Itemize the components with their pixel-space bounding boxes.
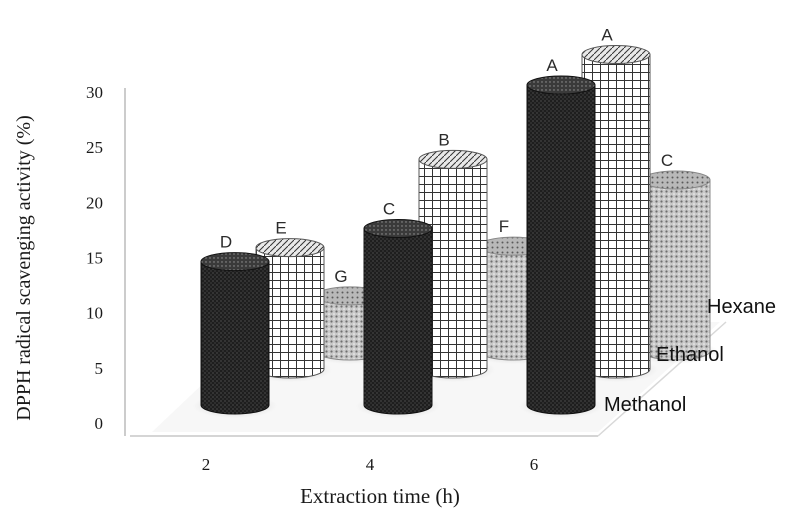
bar-hexane-6: C (634, 151, 718, 364)
y-axis-title: DPPH radical scavenging activity (%) (13, 115, 35, 420)
bar-body (363, 227, 433, 415)
x-axis-ticks: 2 4 6 (202, 455, 539, 474)
bar-top (526, 75, 596, 95)
x-axis-title: Extraction time (h) (300, 484, 460, 508)
bar-body (526, 84, 596, 415)
bar-methanol-2: D (193, 233, 277, 418)
bar-top (363, 218, 433, 238)
bar-methanol-6: A (519, 56, 603, 418)
bar-letter-label: C (661, 151, 673, 170)
y-tick-label: 10 (86, 304, 103, 323)
bar-letter-label: A (546, 56, 558, 75)
bar-letter-label: C (383, 199, 395, 218)
bar-letter-label: D (220, 233, 232, 252)
bar-letter-label: E (275, 219, 286, 238)
series-label-methanol: Methanol (604, 394, 686, 416)
series-label-ethanol: Ethanol (656, 344, 724, 366)
x-tick-label: 4 (366, 455, 375, 474)
bar-top (641, 170, 711, 190)
x-tick-label: 2 (202, 455, 211, 474)
series-labels: Methanol Ethanol Hexane (604, 296, 776, 416)
bars: G F C E B A D C A (193, 26, 718, 418)
y-tick-label: 25 (86, 138, 103, 157)
bar-top (581, 45, 651, 65)
bar-body (200, 261, 270, 415)
bar-top (255, 238, 325, 258)
bar-top (200, 252, 270, 272)
bar-letter-label: G (334, 267, 347, 286)
y-axis-ticks: 0 5 10 15 20 25 30 (86, 83, 103, 433)
bar-letter-label: A (601, 26, 613, 45)
y-tick-label: 0 (95, 414, 104, 433)
x-tick-label: 6 (530, 455, 539, 474)
y-tick-label: 5 (95, 359, 104, 378)
bar-letter-label: F (499, 217, 509, 236)
y-tick-label: 30 (86, 83, 103, 102)
bar-top (418, 149, 488, 169)
y-tick-label: 15 (86, 249, 103, 268)
series-label-hexane: Hexane (707, 296, 776, 318)
bar-body (641, 179, 711, 361)
bar-letter-label: B (438, 130, 449, 149)
bar-methanol-4: C (356, 199, 440, 418)
y-tick-label: 20 (86, 193, 103, 212)
